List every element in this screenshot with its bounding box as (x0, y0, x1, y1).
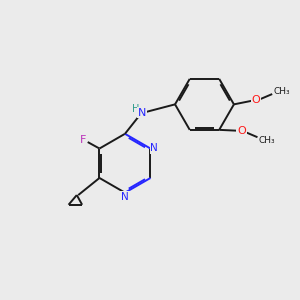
Text: N: N (138, 108, 146, 118)
Text: N: N (121, 192, 129, 202)
Text: F: F (80, 135, 86, 145)
Text: O: O (252, 95, 260, 105)
Text: O: O (237, 126, 246, 136)
Text: N: N (150, 143, 158, 153)
Text: H: H (132, 104, 139, 114)
Text: CH₃: CH₃ (273, 87, 290, 96)
Text: CH₃: CH₃ (259, 136, 275, 145)
